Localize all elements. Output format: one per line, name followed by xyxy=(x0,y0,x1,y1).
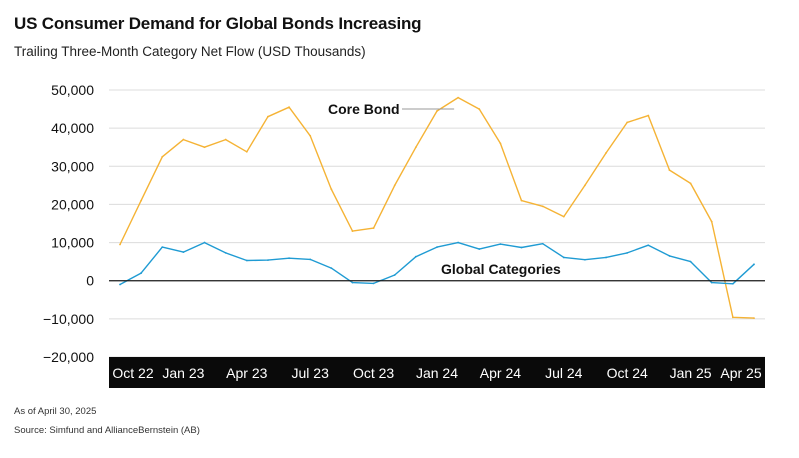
global-categories-point xyxy=(203,241,206,244)
core-bond-point xyxy=(668,169,671,172)
global-categories-point xyxy=(119,283,121,286)
core-bond-point xyxy=(605,152,607,154)
core-bond-point xyxy=(541,205,544,208)
chart-title: US Consumer Demand for Global Bonds Incr… xyxy=(14,14,422,33)
global-categories-point xyxy=(267,259,269,262)
global-categories-point xyxy=(499,243,502,245)
global-categories-point xyxy=(245,259,248,262)
x-tick-label: Jan 25 xyxy=(670,365,712,381)
x-tick-label: Apr 25 xyxy=(720,365,761,381)
core-bond-point xyxy=(351,230,354,233)
x-tick-label: Jan 24 xyxy=(416,365,458,381)
global-categories-point xyxy=(584,258,586,261)
global-categories-point xyxy=(414,255,417,258)
core-bond-point xyxy=(520,199,523,202)
core-bond-point xyxy=(478,108,481,110)
global-categories-point xyxy=(372,282,375,285)
line-chart: 50,000 40,000 30,000 20,000 10,000 0 −10,000 −2… xyxy=(43,82,765,388)
global-categories-point xyxy=(436,246,438,249)
y-tick-label: −20,000 xyxy=(43,349,94,365)
x-tick-label: Jul 24 xyxy=(545,365,583,381)
global-categories-point xyxy=(668,255,671,257)
core-bond-point xyxy=(499,142,502,145)
core-bond-point xyxy=(288,106,290,109)
core-bond-point xyxy=(731,316,734,319)
global-categories-point xyxy=(309,258,312,261)
core-bond-point xyxy=(140,199,143,202)
core-bond-point xyxy=(245,150,248,153)
global-categories-line xyxy=(119,241,755,286)
global-categories-point xyxy=(140,272,143,274)
global-categories-point xyxy=(689,260,692,263)
core-bond-point xyxy=(647,114,650,117)
global-categories-point xyxy=(457,241,460,244)
global-categories-point xyxy=(393,274,396,276)
core-bond-point xyxy=(457,96,460,99)
core-bond-line xyxy=(119,96,755,319)
global-categories-point xyxy=(731,282,734,285)
core-bond-point xyxy=(161,155,164,158)
core-bond-point xyxy=(372,227,375,229)
global-categories-point xyxy=(520,246,523,249)
global-categories-point xyxy=(710,281,713,284)
core-bond-point xyxy=(689,182,692,185)
core-bond-point xyxy=(584,184,586,187)
global-categories-point xyxy=(647,244,650,247)
global-categories-annotation: Global Categories xyxy=(441,261,561,277)
x-tick-label: Apr 24 xyxy=(480,365,521,381)
y-tick-label: 20,000 xyxy=(51,196,94,212)
y-tick-label: −10,000 xyxy=(43,311,94,327)
global-categories-point xyxy=(562,256,565,259)
core-bond-annotation: Core Bond xyxy=(328,101,400,117)
core-bond-point xyxy=(224,138,227,141)
x-tick-label: Oct 23 xyxy=(353,365,394,381)
x-tick-label: Jan 23 xyxy=(162,365,204,381)
global-categories-point xyxy=(753,263,755,266)
core-bond-point xyxy=(393,184,396,187)
y-tick-label: 30,000 xyxy=(51,158,94,174)
source-note: Source: Simfund and AllianceBernstein (A… xyxy=(14,425,200,436)
global-categories-point xyxy=(541,242,544,245)
global-categories-point xyxy=(478,248,481,250)
x-tick-label: Oct 22 xyxy=(112,365,153,381)
x-tick-label: Apr 23 xyxy=(226,365,267,381)
global-categories-point xyxy=(161,246,164,249)
chart-subtitle: Trailing Three-Month Category Net Flow (… xyxy=(14,44,366,59)
y-tick-label: 0 xyxy=(86,273,94,289)
core-bond-point xyxy=(203,146,206,149)
core-bond-point xyxy=(562,215,565,218)
core-bond-point xyxy=(414,146,417,149)
x-tick-label: Jul 23 xyxy=(292,365,330,381)
global-categories-point xyxy=(330,267,333,270)
core-bond-point xyxy=(309,134,312,137)
y-tick-label: 40,000 xyxy=(51,120,94,136)
core-bond-point xyxy=(119,243,121,246)
y-tick-label: 50,000 xyxy=(51,82,94,98)
global-categories-point xyxy=(626,251,629,254)
x-axis-band xyxy=(109,357,765,388)
as-of-note: As of April 30, 2025 xyxy=(14,406,97,417)
core-bond-point xyxy=(330,188,333,191)
y-tick-label: 10,000 xyxy=(51,235,94,251)
x-tick-label: Oct 24 xyxy=(607,365,648,381)
global-categories-point xyxy=(288,257,290,260)
global-categories-point xyxy=(224,251,227,254)
global-categories-point xyxy=(351,281,354,284)
global-categories-point xyxy=(605,256,607,259)
core-bond-point xyxy=(436,110,438,112)
global-categories-point xyxy=(182,251,185,254)
core-bond-point xyxy=(626,121,629,124)
core-bond-point xyxy=(267,115,269,118)
core-bond-point xyxy=(182,138,185,141)
core-bond-point xyxy=(753,317,755,319)
core-bond-point xyxy=(710,220,713,223)
